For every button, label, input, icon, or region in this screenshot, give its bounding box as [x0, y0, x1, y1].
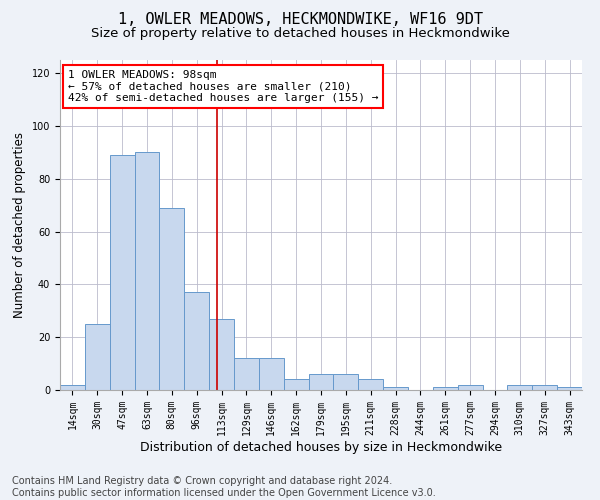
- Bar: [110, 155, 134, 390]
- Text: Contains HM Land Registry data © Crown copyright and database right 2024.
Contai: Contains HM Land Registry data © Crown c…: [12, 476, 436, 498]
- Bar: [308, 374, 334, 390]
- Bar: [234, 358, 259, 390]
- X-axis label: Distribution of detached houses by size in Heckmondwike: Distribution of detached houses by size …: [140, 440, 502, 454]
- Bar: [85, 324, 110, 390]
- Bar: [532, 384, 557, 390]
- Y-axis label: Number of detached properties: Number of detached properties: [13, 132, 26, 318]
- Bar: [184, 292, 209, 390]
- Bar: [134, 152, 160, 390]
- Bar: [60, 384, 85, 390]
- Bar: [160, 208, 184, 390]
- Text: 1, OWLER MEADOWS, HECKMONDWIKE, WF16 9DT: 1, OWLER MEADOWS, HECKMONDWIKE, WF16 9DT: [118, 12, 482, 28]
- Bar: [209, 318, 234, 390]
- Bar: [358, 380, 383, 390]
- Bar: [284, 380, 308, 390]
- Text: 1 OWLER MEADOWS: 98sqm
← 57% of detached houses are smaller (210)
42% of semi-de: 1 OWLER MEADOWS: 98sqm ← 57% of detached…: [68, 70, 379, 103]
- Bar: [508, 384, 532, 390]
- Bar: [557, 388, 582, 390]
- Bar: [383, 388, 408, 390]
- Bar: [433, 388, 458, 390]
- Text: Size of property relative to detached houses in Heckmondwike: Size of property relative to detached ho…: [91, 28, 509, 40]
- Bar: [334, 374, 358, 390]
- Bar: [259, 358, 284, 390]
- Bar: [458, 384, 482, 390]
